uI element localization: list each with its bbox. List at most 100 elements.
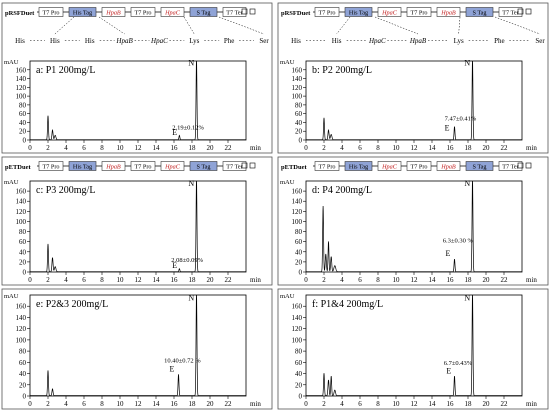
y-tick-label: 160	[16, 188, 27, 196]
x-tick-label: 14	[153, 276, 161, 284]
x-tick-label: 16	[171, 144, 179, 152]
x-tick-label: 2	[46, 276, 50, 284]
chart-title: f: P1&4 200mg/L	[312, 299, 383, 310]
part-label: T7 Ter	[502, 10, 518, 17]
x-tick-label: 14	[429, 400, 437, 408]
y-axis-label: mAU	[280, 293, 295, 300]
chromatogram-trace	[30, 61, 246, 140]
y-tick-label: 100	[292, 336, 303, 344]
x-tick-label: 2	[322, 400, 326, 408]
connector-line	[98, 16, 125, 35]
y-tick-label: 120	[292, 84, 303, 92]
x-tick-label: 8	[376, 276, 380, 284]
part-box-tag	[465, 161, 494, 171]
x-tick-label: 8	[376, 400, 380, 408]
x-tick-label: 10	[117, 276, 125, 284]
y-tick-label: 40	[295, 119, 303, 127]
part-label: T7 Pro	[318, 10, 335, 17]
part-box-gene	[436, 161, 461, 171]
end-marker	[249, 162, 256, 169]
panel-frame	[277, 288, 549, 410]
end-marker	[249, 8, 256, 15]
part-label: T7 Ter	[226, 10, 242, 17]
construct-diagram: pETDuet T7 Pro His Tag HpaC T7 Pro HpaB S Tag T…	[281, 161, 532, 171]
y-tick-label: 80	[19, 228, 27, 236]
part-label: T7 Ter	[226, 164, 242, 171]
chromatogram-trace	[30, 181, 246, 272]
x-tick-label: 4	[340, 400, 344, 408]
part-label: S Tag	[472, 10, 486, 17]
y-tick-label: 40	[19, 119, 27, 127]
x-tick-label: 20	[207, 400, 215, 408]
chromatogram-trace	[306, 61, 522, 140]
x-axis-label: min	[250, 144, 261, 152]
x-tick-label: 8	[376, 144, 380, 152]
x-tick-label: 14	[153, 144, 161, 152]
x-tick-label: 4	[64, 144, 68, 152]
plasmid-label: pRSFDuet	[281, 10, 311, 17]
part-box-gene	[101, 7, 126, 17]
yield-annotation: 2.19±0.12%	[172, 124, 204, 131]
fusion-residue: Ser	[535, 37, 545, 45]
part-box-tag	[344, 7, 373, 17]
y-tick-label: 120	[292, 325, 303, 333]
y-tick-label: 100	[292, 218, 303, 226]
fusion-residue: Lys	[454, 37, 464, 45]
x-tick-label: 18	[189, 276, 197, 284]
peak-label-n: N	[188, 179, 194, 188]
y-tick-label: 0	[23, 393, 27, 401]
y-tick-label: 120	[16, 325, 27, 333]
x-tick-label: 0	[304, 144, 308, 152]
x-tick-label: 12	[135, 144, 143, 152]
x-tick-label: 22	[501, 276, 509, 284]
end-marker	[517, 162, 524, 169]
part-box-promoter	[314, 161, 340, 171]
x-axis-label: min	[526, 276, 537, 284]
x-axis-label: min	[250, 276, 261, 284]
x-tick-label: 0	[28, 276, 32, 284]
x-tick-label: 10	[393, 276, 401, 284]
fusion-residue: Ser	[259, 37, 269, 45]
y-axis-label: mAU	[4, 293, 19, 300]
construct-diagram: pRSFDuet T7 Pro His Tag HpaB T7 Pro HpaC S Tag…	[5, 7, 256, 17]
connector-line	[494, 16, 541, 35]
x-axis-label: min	[526, 144, 537, 152]
y-tick-label: 60	[295, 238, 303, 246]
part-label: HpaB	[105, 164, 121, 171]
plasmid-label: pRSFDuet	[5, 10, 35, 17]
y-tick-label: 40	[19, 370, 27, 378]
y-tick-label: 140	[16, 198, 27, 206]
peak-label-e: E	[445, 123, 450, 132]
fusion-residue: Phe	[494, 37, 505, 45]
peak-label-n: N	[188, 58, 194, 67]
chart-title: b: P2 200mg/L	[312, 65, 372, 76]
x-tick-label: 16	[447, 144, 455, 152]
x-tick-label: 2	[46, 144, 50, 152]
yield-annotation: 6.7±0.43%	[444, 360, 473, 367]
y-tick-label: 80	[295, 228, 303, 236]
fusion-residue: His	[15, 37, 25, 45]
x-axis-label: min	[526, 400, 537, 408]
part-box-tag	[344, 161, 373, 171]
construct-diagram: pRSFDuet T7 Pro His Tag HpaC T7 Pro HpaB S Tag…	[281, 7, 532, 17]
part-box-promoter	[406, 7, 432, 17]
fusion-residue: His	[291, 37, 301, 45]
connector-line	[336, 16, 351, 35]
part-label: HpaB	[440, 10, 456, 17]
y-tick-label: 60	[19, 110, 27, 118]
part-label: T7 Pro	[42, 10, 59, 17]
x-tick-label: 18	[465, 276, 473, 284]
y-tick-label: 140	[16, 75, 27, 83]
part-label: S Tag	[196, 164, 210, 171]
y-axis-label: mAU	[4, 179, 19, 186]
x-tick-label: 0	[304, 400, 308, 408]
part-label: S Tag	[196, 10, 210, 17]
fusion-residue: HpaC	[368, 37, 386, 45]
x-tick-label: 2	[322, 276, 326, 284]
part-label: T7 Pro	[42, 164, 59, 171]
y-axis-label: mAU	[4, 59, 19, 66]
part-box-gene	[101, 161, 126, 171]
part-box-promoter	[130, 7, 156, 17]
